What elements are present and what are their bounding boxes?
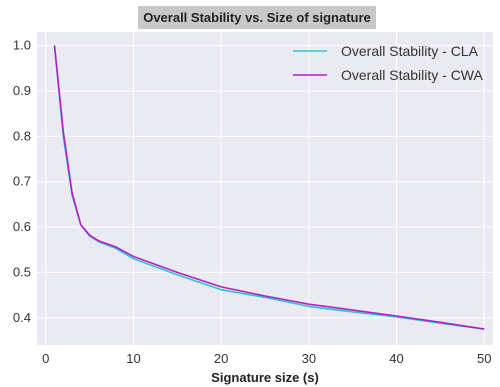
y-tick-label: 0.8 xyxy=(13,128,31,143)
y-tick-labels: 0.4 0.5 0.6 0.7 0.8 0.9 1.0 xyxy=(13,38,31,325)
chart-title: Overall Stability vs. Size of signature xyxy=(143,10,371,25)
legend-label-cwa: Overall Stability - CWA xyxy=(341,67,484,83)
y-tick-label: 0.6 xyxy=(13,219,31,234)
x-tick-label: 20 xyxy=(214,351,228,366)
y-tick-label: 1.0 xyxy=(13,38,31,53)
x-tick-label: 40 xyxy=(389,351,403,366)
x-tick-label: 50 xyxy=(477,351,491,366)
x-tick-label: 0 xyxy=(42,351,49,366)
y-tick-label: 0.7 xyxy=(13,174,31,189)
x-tick-label: 30 xyxy=(302,351,316,366)
x-tick-labels: 0 10 20 30 40 50 xyxy=(42,351,491,366)
legend-label-cla: Overall Stability - CLA xyxy=(341,43,479,59)
x-tick-label: 10 xyxy=(126,351,140,366)
x-axis-label: Signature size (s) xyxy=(211,370,319,385)
y-tick-label: 0.4 xyxy=(13,310,31,325)
y-tick-label: 0.5 xyxy=(13,264,31,279)
y-tick-label: 0.9 xyxy=(13,83,31,98)
